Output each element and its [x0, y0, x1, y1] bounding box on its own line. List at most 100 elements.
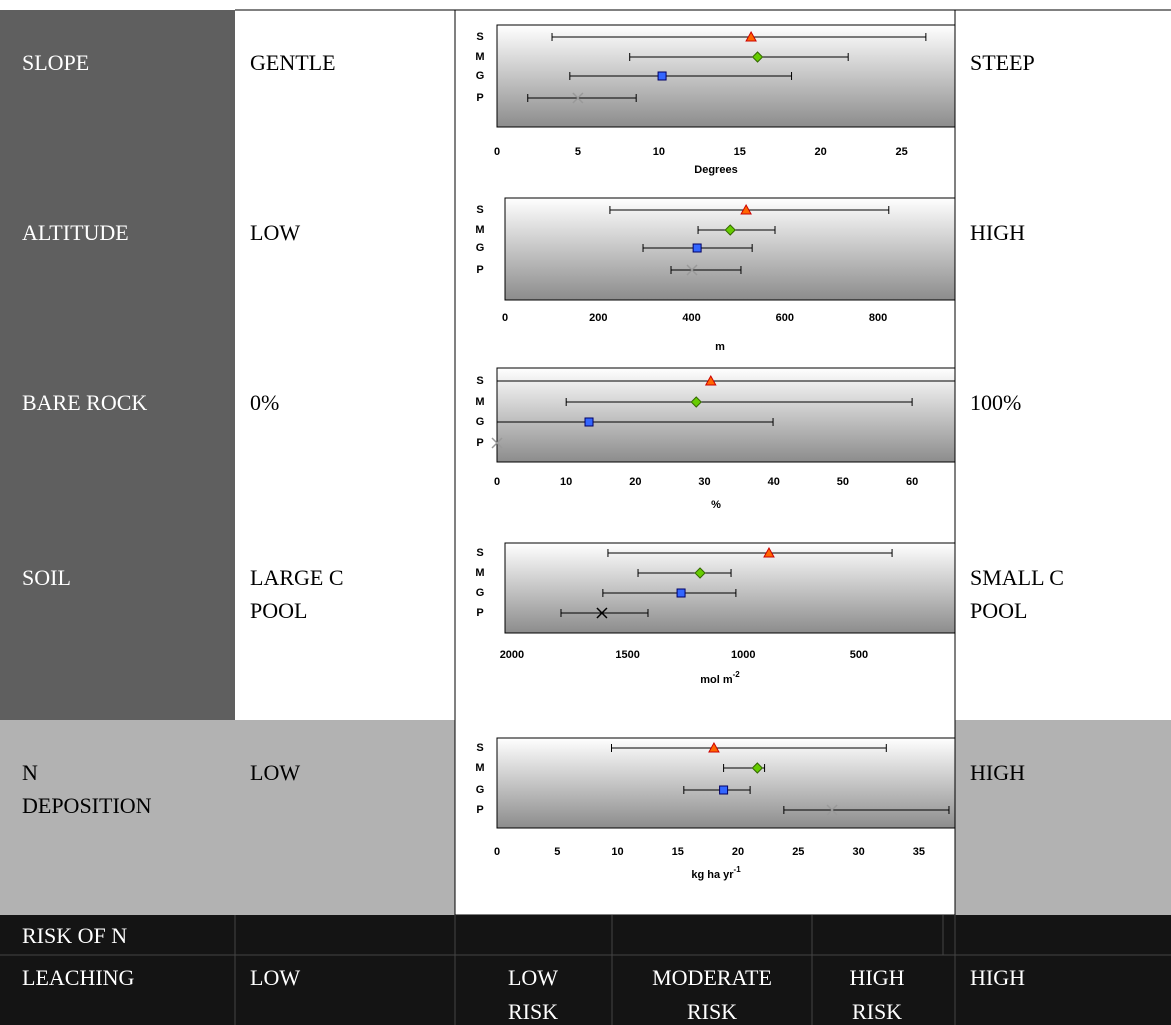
x-tick-label: 40 [768, 476, 780, 488]
marker [584, 417, 594, 427]
marker [708, 741, 720, 753]
footer-label: RISK OF N [22, 923, 127, 948]
category-label: P [476, 92, 483, 104]
low-label: POOL [250, 598, 307, 623]
low-label: 0% [250, 390, 279, 415]
category-label: P [476, 804, 483, 816]
row-background [955, 720, 1171, 915]
x-axis-label: % [711, 499, 721, 511]
footer-low: LOW [250, 965, 300, 990]
plot-area [496, 737, 956, 829]
marker [740, 203, 752, 215]
category-label: P [476, 607, 483, 619]
category-label: M [475, 567, 484, 579]
x-tick-label: 50 [837, 476, 849, 488]
risk-label: HIGH [850, 965, 905, 990]
x-tick-label: 200 [589, 312, 607, 324]
x-tick-label: 800 [869, 312, 887, 324]
x-tick-label: 1500 [615, 649, 639, 661]
marker [751, 51, 764, 63]
marker [719, 785, 729, 795]
error-bar [607, 549, 893, 557]
risk-label: RISK [508, 999, 558, 1024]
x-tick-label: 60 [906, 476, 918, 488]
high-label: HIGH [970, 760, 1025, 785]
error-bar [551, 33, 927, 41]
marker [692, 243, 702, 253]
category-label: S [476, 204, 483, 216]
x-tick-label: 15 [734, 146, 746, 158]
x-tick-label: 30 [852, 846, 864, 858]
marker [491, 437, 503, 449]
category-label: S [476, 375, 483, 387]
error-bar [783, 806, 950, 814]
footer-dividers [0, 915, 1171, 1025]
marker [686, 264, 698, 276]
x-tick-label: 10 [653, 146, 665, 158]
factor-label: DEPOSITION [22, 793, 152, 818]
x-tick-label: 30 [698, 476, 710, 488]
x-tick-label: 1000 [731, 649, 755, 661]
category-label: M [475, 762, 484, 774]
error-bar [496, 377, 956, 385]
error-bar [527, 94, 637, 102]
x-tick-label: 500 [850, 649, 868, 661]
footer-background [0, 915, 1171, 1025]
x-tick-label: 5 [575, 146, 581, 158]
marker [704, 374, 717, 386]
plot-area [504, 197, 956, 301]
category-label: M [475, 224, 484, 236]
x-tick-label: 0 [502, 312, 508, 324]
row-background [0, 720, 455, 915]
marker [751, 762, 764, 774]
x-axis-label: kg ha yr-1 [691, 865, 741, 881]
category-label: G [476, 416, 485, 428]
x-tick-label: 0 [494, 476, 500, 488]
x-tick-label: 20 [732, 846, 744, 858]
marker [572, 92, 584, 104]
low-label: LOW [250, 220, 300, 245]
marker [694, 567, 706, 579]
x-tick-label: 600 [776, 312, 794, 324]
category-label: M [475, 396, 484, 408]
factor-label: BARE ROCK [22, 390, 147, 415]
x-tick-label: 2000 [500, 649, 524, 661]
marker [826, 804, 838, 816]
error-bar [637, 569, 732, 577]
x-tick-label: 10 [611, 846, 623, 858]
x-tick-label: 400 [682, 312, 700, 324]
error-bar [629, 53, 849, 61]
x-tick-label: 5 [554, 846, 560, 858]
error-bar [611, 744, 887, 752]
high-label: 100% [970, 390, 1021, 415]
factor-label: N [22, 760, 38, 785]
x-axis-label: Degrees [694, 164, 737, 176]
x-axis-label-sup: -1 [734, 865, 742, 874]
category-label: P [476, 264, 483, 276]
category-label: G [476, 587, 485, 599]
x-axis-label-sup: -2 [733, 670, 741, 679]
plot-area [504, 542, 956, 634]
error-bar [683, 786, 751, 794]
factor-label: ALTITUDE [22, 220, 129, 245]
x-tick-label: 35 [913, 846, 925, 858]
error-bar [496, 418, 774, 426]
marker [763, 546, 775, 558]
marker [596, 607, 608, 619]
low-label: LARGE C [250, 565, 344, 590]
x-tick-label: 0 [494, 846, 500, 858]
error-bar [602, 589, 737, 597]
category-label: S [476, 547, 483, 559]
marker [745, 30, 757, 42]
x-axis-label: mol m-2 [700, 670, 740, 686]
category-label: P [476, 437, 483, 449]
high-label: STEEP [970, 50, 1035, 75]
factor-column [0, 10, 235, 720]
marker [724, 224, 736, 236]
